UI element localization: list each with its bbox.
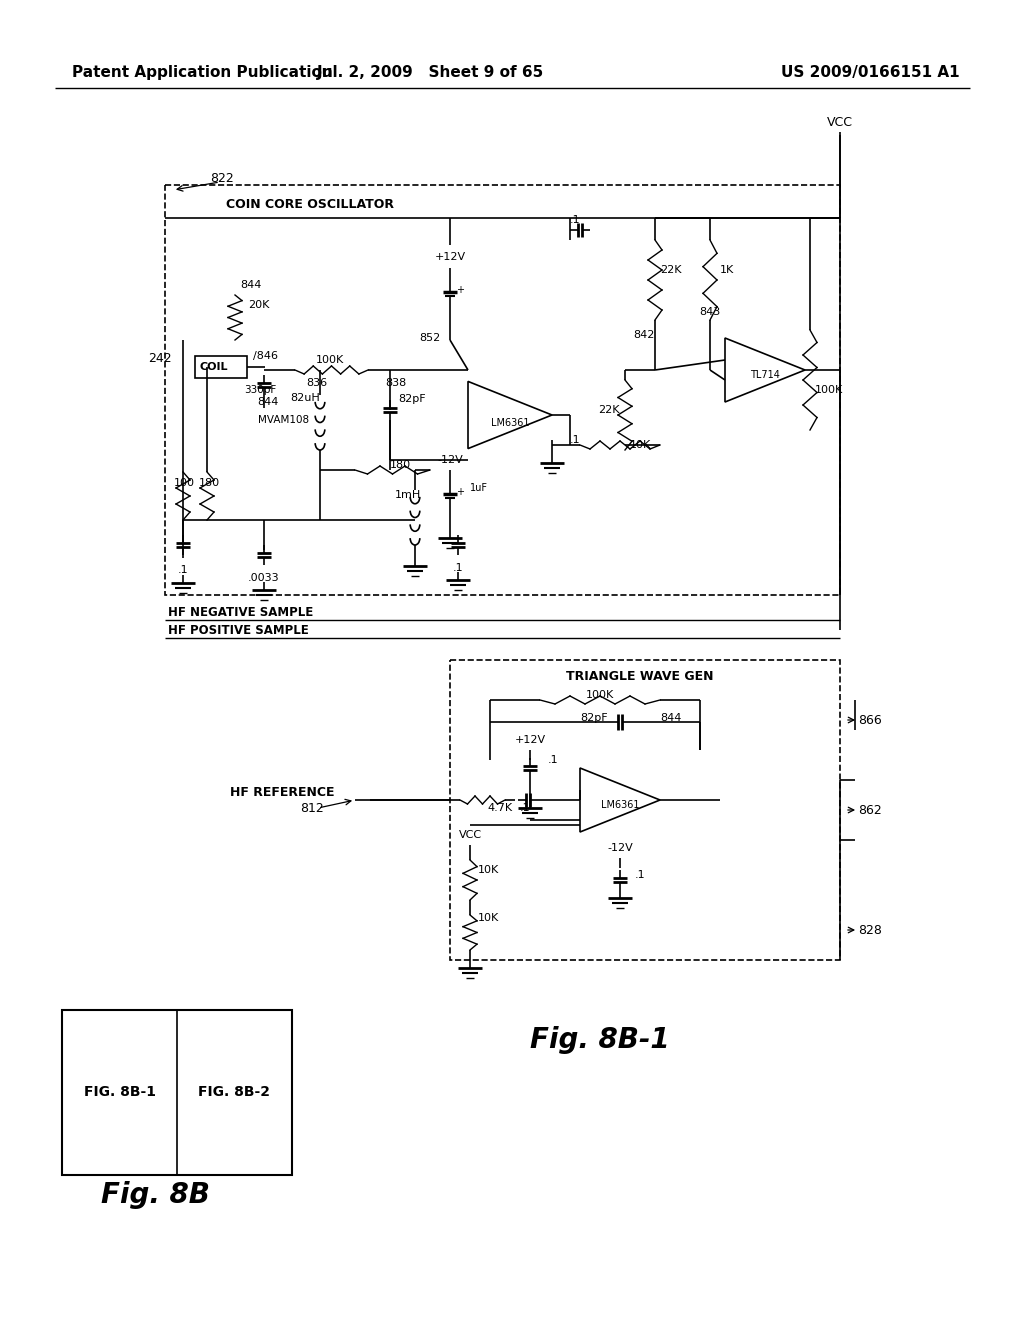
Text: 180: 180: [199, 478, 220, 488]
Text: 100K: 100K: [815, 385, 843, 395]
Text: LM6361: LM6361: [490, 418, 529, 428]
Text: Fig. 8B: Fig. 8B: [100, 1181, 210, 1209]
Text: -12V: -12V: [607, 843, 633, 853]
Text: MVAM108: MVAM108: [258, 414, 309, 425]
Text: -12V: -12V: [437, 455, 463, 465]
Text: .1: .1: [569, 215, 581, 224]
Text: Patent Application Publication: Patent Application Publication: [72, 66, 333, 81]
Text: 1K: 1K: [720, 265, 734, 275]
Text: FIG. 8B-1: FIG. 8B-1: [84, 1085, 156, 1100]
Text: 838: 838: [385, 378, 407, 388]
Text: 82uH: 82uH: [290, 393, 319, 403]
Text: 22K: 22K: [598, 405, 620, 414]
Text: 10K: 10K: [478, 913, 500, 923]
Bar: [165, 185, 840, 595]
Text: 844: 844: [660, 713, 681, 723]
Text: .1: .1: [453, 564, 463, 573]
Text: TRIANGLE WAVE GEN: TRIANGLE WAVE GEN: [566, 669, 714, 682]
Text: VCC: VCC: [827, 116, 853, 128]
Text: 4.7K: 4.7K: [487, 803, 512, 813]
Text: 82pF: 82pF: [581, 713, 608, 723]
Text: HF REFERENCE: HF REFERENCE: [230, 787, 335, 800]
Text: HF NEGATIVE SAMPLE: HF NEGATIVE SAMPLE: [168, 606, 313, 619]
Text: .1: .1: [548, 755, 559, 766]
Bar: [195, 356, 247, 378]
Text: 844: 844: [240, 280, 261, 290]
Text: .1: .1: [570, 436, 581, 445]
Text: 1mH: 1mH: [395, 490, 421, 500]
Text: 822: 822: [210, 172, 233, 185]
Text: +: +: [456, 487, 464, 498]
Text: 812: 812: [300, 801, 324, 814]
Text: 828: 828: [858, 924, 882, 936]
Text: 10K: 10K: [630, 440, 650, 450]
Text: US 2009/0166151 A1: US 2009/0166151 A1: [781, 66, 961, 81]
Text: 842: 842: [634, 330, 655, 341]
Text: 866: 866: [858, 714, 882, 726]
Text: 242: 242: [148, 351, 172, 364]
Text: COIL: COIL: [200, 362, 228, 372]
Bar: [62, 1010, 292, 1175]
Text: 836: 836: [306, 378, 327, 388]
Text: HF POSITIVE SAMPLE: HF POSITIVE SAMPLE: [168, 623, 309, 636]
Text: Fig. 8B-1: Fig. 8B-1: [530, 1026, 670, 1053]
Text: +12V: +12V: [514, 735, 546, 744]
Text: 10K: 10K: [478, 865, 500, 875]
Text: 843: 843: [699, 308, 721, 317]
Text: VCC: VCC: [459, 830, 481, 840]
Text: COIN CORE OSCILLATOR: COIN CORE OSCILLATOR: [226, 198, 394, 210]
Text: .1: .1: [635, 870, 645, 880]
Text: 1uF: 1uF: [470, 483, 488, 492]
Text: TL714: TL714: [750, 370, 780, 380]
Text: .1: .1: [520, 803, 530, 813]
Text: .0033: .0033: [248, 573, 280, 583]
Text: 22K: 22K: [660, 265, 682, 275]
Text: 100: 100: [174, 478, 195, 488]
Text: 180: 180: [390, 459, 411, 470]
Text: 100K: 100K: [315, 355, 344, 366]
Text: 20K: 20K: [248, 300, 269, 310]
Text: 844: 844: [257, 397, 279, 407]
Text: 82pF: 82pF: [398, 393, 426, 404]
Text: +: +: [456, 285, 464, 294]
Text: 852: 852: [420, 333, 440, 343]
Text: FIG. 8B-2: FIG. 8B-2: [199, 1085, 270, 1100]
Text: LM6361: LM6361: [601, 800, 639, 810]
Text: /846: /846: [253, 351, 278, 360]
Text: +12V: +12V: [434, 252, 466, 261]
Text: 330pF: 330pF: [244, 385, 276, 395]
Bar: [450, 660, 840, 960]
Text: Jul. 2, 2009   Sheet 9 of 65: Jul. 2, 2009 Sheet 9 of 65: [316, 66, 544, 81]
Text: 100K: 100K: [586, 690, 614, 700]
Text: 862: 862: [858, 804, 882, 817]
Text: .1: .1: [178, 565, 188, 576]
